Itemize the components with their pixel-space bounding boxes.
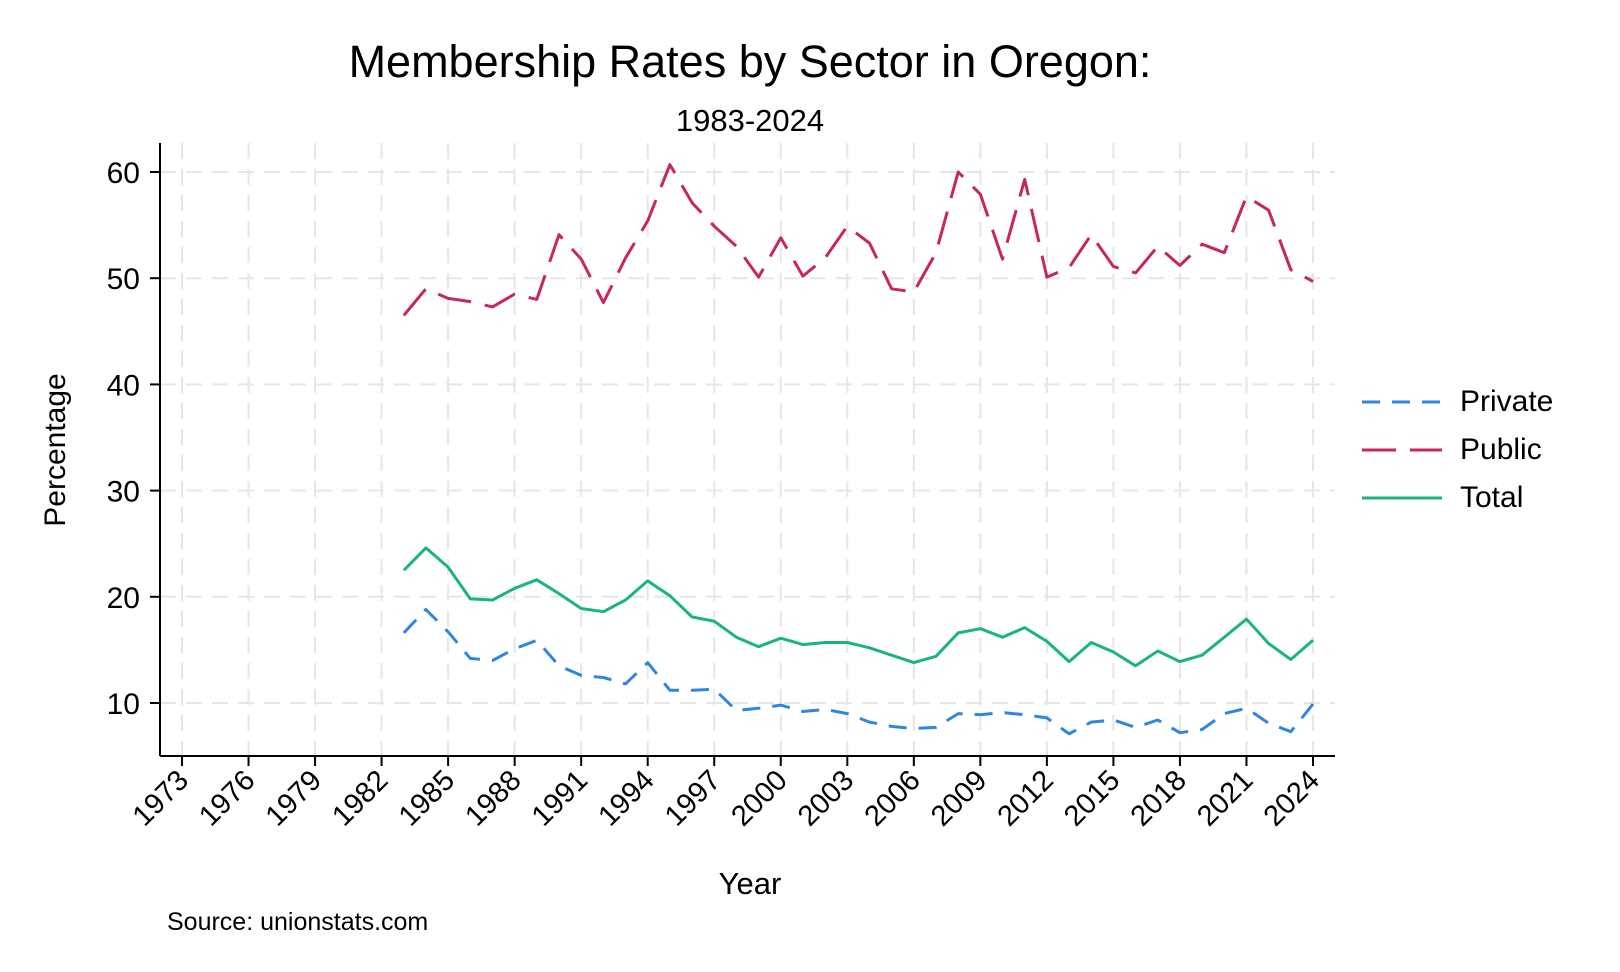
y-tick-label: 60 — [107, 157, 140, 190]
x-tick-label: 1985 — [393, 764, 461, 832]
legend-label: Public — [1460, 433, 1542, 466]
grid — [160, 143, 1335, 756]
legend-swatch — [1362, 448, 1442, 452]
y-tick-label: 20 — [107, 582, 140, 615]
x-tick-label: 2012 — [992, 764, 1060, 832]
x-tick-label: 1988 — [459, 764, 527, 832]
x-tick-label: 2015 — [1058, 764, 1126, 832]
series-line-public — [402, 163, 1314, 317]
legend-item-private: Private — [1362, 382, 1553, 422]
source-note: Source: unionstats.com — [167, 908, 429, 936]
x-tick-label: 2003 — [792, 764, 860, 832]
x-tick-label: 2024 — [1258, 764, 1326, 832]
x-tick-label: 1997 — [659, 764, 727, 832]
x-tick-label: 1979 — [260, 764, 328, 832]
x-tick-label: 2021 — [1191, 764, 1259, 832]
x-tick-label: 1994 — [592, 764, 660, 832]
series-line-total — [402, 546, 1314, 668]
x-axis-label: Year — [718, 866, 782, 901]
y-tick-label: 30 — [107, 476, 140, 509]
x-tick-label: 2000 — [725, 764, 793, 832]
x-tick-label: 2006 — [859, 764, 927, 832]
chart-subtitle: 1983-2024 — [675, 103, 825, 138]
chart-title: Membership Rates by Sector in Oregon: — [348, 36, 1152, 87]
x-tick-label: 1982 — [326, 764, 394, 832]
y-tick-label: 40 — [107, 369, 140, 402]
series-line-private — [402, 608, 1315, 736]
legend-swatch — [1362, 496, 1442, 500]
x-tick-label: 2018 — [1125, 764, 1193, 832]
axes: 10 20 30 40 50 60 1973197619791982198519881991… — [107, 143, 1335, 833]
legend-label: Private — [1460, 385, 1554, 418]
y-tick-label: 10 — [107, 688, 140, 721]
legend-item-public: Public — [1362, 430, 1542, 470]
legend-swatch — [1362, 400, 1442, 404]
x-tick-label: 2009 — [925, 764, 993, 832]
x-tick-label: 1976 — [193, 764, 261, 832]
y-tick-label: 50 — [107, 263, 140, 296]
series-group — [402, 163, 1315, 736]
x-tick-label: 1991 — [526, 764, 594, 832]
legend-label: Total — [1460, 481, 1524, 514]
legend-item-total: Total — [1362, 478, 1523, 518]
x-tick-label: 1973 — [127, 764, 195, 832]
